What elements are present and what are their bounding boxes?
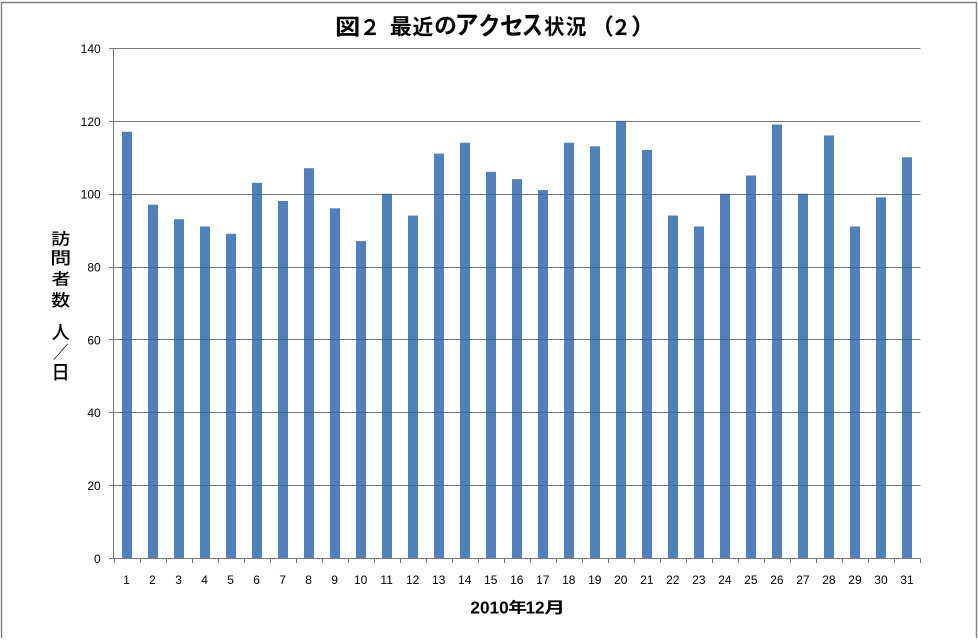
svg-text:10: 10 xyxy=(354,573,368,587)
svg-text:7: 7 xyxy=(279,573,286,587)
svg-text:40: 40 xyxy=(87,406,101,420)
svg-text:1: 1 xyxy=(123,573,130,587)
svg-text:12: 12 xyxy=(406,573,420,587)
svg-text:18: 18 xyxy=(562,573,576,587)
svg-text:2010: 2010 xyxy=(470,598,508,618)
svg-text:23: 23 xyxy=(692,573,706,587)
svg-text:8: 8 xyxy=(305,573,312,587)
svg-text:26: 26 xyxy=(770,573,784,587)
svg-text:17: 17 xyxy=(536,573,550,587)
svg-text:140: 140 xyxy=(81,42,101,56)
svg-text:31: 31 xyxy=(900,573,914,587)
svg-text:6: 6 xyxy=(253,573,260,587)
svg-text:2: 2 xyxy=(149,573,156,587)
svg-text:20: 20 xyxy=(87,479,101,493)
svg-text:12: 12 xyxy=(526,598,545,618)
svg-text:14: 14 xyxy=(458,573,472,587)
svg-text:5: 5 xyxy=(227,573,234,587)
svg-text:15: 15 xyxy=(484,573,498,587)
svg-text:16: 16 xyxy=(510,573,524,587)
svg-text:60: 60 xyxy=(87,333,101,347)
svg-text:22: 22 xyxy=(666,573,680,587)
svg-text:4: 4 xyxy=(201,573,208,587)
svg-text:9: 9 xyxy=(331,573,338,587)
svg-text:3: 3 xyxy=(175,573,182,587)
svg-text:28: 28 xyxy=(822,573,836,587)
svg-text:30: 30 xyxy=(874,573,888,587)
svg-text:21: 21 xyxy=(640,573,654,587)
svg-text:19: 19 xyxy=(588,573,602,587)
svg-text:100: 100 xyxy=(81,188,101,202)
svg-text:25: 25 xyxy=(744,573,758,587)
svg-text:13: 13 xyxy=(432,573,446,587)
svg-text:29: 29 xyxy=(848,573,862,587)
svg-text:11: 11 xyxy=(380,573,393,587)
svg-text:20: 20 xyxy=(614,573,628,587)
svg-text:120: 120 xyxy=(81,115,101,129)
svg-text:0: 0 xyxy=(94,552,101,566)
svg-text:24: 24 xyxy=(718,573,732,587)
svg-text:80: 80 xyxy=(87,260,101,274)
svg-text:27: 27 xyxy=(796,573,810,587)
